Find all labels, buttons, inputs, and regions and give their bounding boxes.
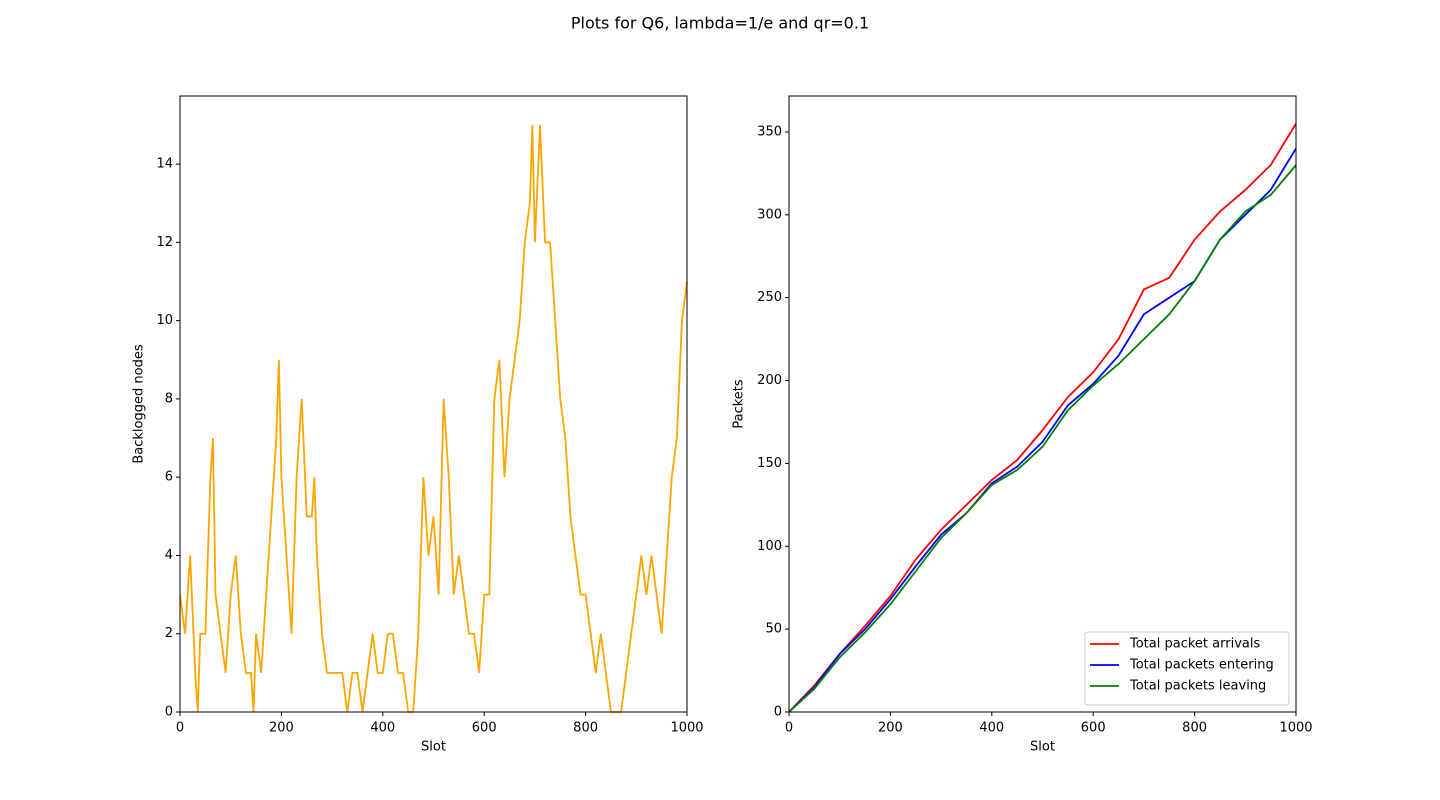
data-line bbox=[788, 164, 1297, 713]
data-line bbox=[788, 123, 1297, 713]
y-tick-label: 0 bbox=[165, 705, 173, 720]
y-tick-label: 350 bbox=[757, 124, 782, 139]
x-axis-label: Slot bbox=[421, 740, 446, 755]
figure-title: Plots for Q6, lambda=1/e and qr=0.1 bbox=[571, 14, 869, 33]
y-tick-label: 300 bbox=[757, 207, 782, 222]
y-tick-label: 6 bbox=[165, 470, 173, 485]
legend-label: Total packet arrivals bbox=[1129, 637, 1260, 652]
y-tick-label: 250 bbox=[757, 290, 782, 305]
legend-box bbox=[1084, 631, 1290, 706]
y-tick-label: 10 bbox=[156, 313, 173, 328]
x-tick-label: 800 bbox=[573, 721, 598, 736]
y-tick-label: 12 bbox=[156, 235, 173, 250]
y-tick-label: 8 bbox=[165, 391, 173, 406]
x-tick-label: 200 bbox=[269, 721, 294, 736]
x-tick-label: 200 bbox=[878, 721, 903, 736]
x-tick-label: 600 bbox=[472, 721, 497, 736]
x-tick-label: 0 bbox=[785, 721, 793, 736]
x-tick-label: 800 bbox=[1182, 721, 1207, 736]
x-tick-label: 1000 bbox=[670, 721, 703, 736]
x-tick-label: 400 bbox=[370, 721, 395, 736]
axes-frame bbox=[179, 95, 688, 713]
legend-label: Total packets entering bbox=[1129, 658, 1274, 673]
x-tick-label: 0 bbox=[176, 721, 184, 736]
x-tick-label: 400 bbox=[979, 721, 1004, 736]
y-tick-label: 14 bbox=[156, 157, 173, 172]
y-tick-label: 100 bbox=[757, 539, 782, 554]
data-line bbox=[179, 124, 688, 713]
x-axis-label: Slot bbox=[1030, 740, 1055, 755]
y-axis-label: Backlogged nodes bbox=[132, 344, 147, 463]
y-tick-label: 200 bbox=[757, 373, 782, 388]
legend-label: Total packets leaving bbox=[1129, 679, 1266, 694]
y-tick-label: 2 bbox=[165, 626, 173, 641]
x-tick-label: 1000 bbox=[1279, 721, 1312, 736]
axes-frame bbox=[788, 95, 1297, 713]
y-tick-label: 150 bbox=[757, 456, 782, 471]
x-tick-label: 600 bbox=[1081, 721, 1106, 736]
y-tick-label: 0 bbox=[774, 705, 782, 720]
y-tick-label: 4 bbox=[165, 548, 173, 563]
y-tick-label: 50 bbox=[765, 622, 782, 637]
y-axis-label: Packets bbox=[732, 379, 747, 429]
